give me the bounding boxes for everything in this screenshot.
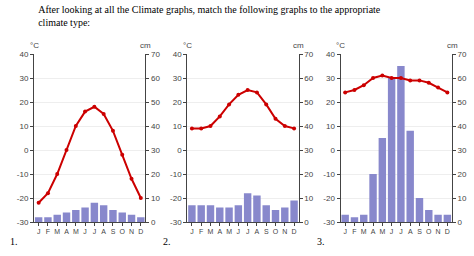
svg-text:J: J [190,228,194,235]
svg-text:0: 0 [151,218,156,227]
svg-text:A: A [255,228,260,235]
svg-text:A: A [371,228,376,235]
svg-text:A: A [217,228,222,235]
svg-text:-30: -30 [170,218,182,227]
svg-text:M: M [73,228,79,235]
svg-text:0: 0 [458,218,463,227]
svg-text:0: 0 [24,146,29,155]
svg-text:50: 50 [458,98,467,107]
svg-text:J: J [343,228,347,235]
svg-text:20: 20 [304,170,313,179]
svg-text:O: O [120,228,126,235]
svg-text:N: N [436,228,441,235]
svg-text:20: 20 [458,170,467,179]
svg-text:-10: -10 [323,170,335,179]
svg-text:-30: -30 [17,218,29,227]
svg-text:10: 10 [458,194,467,203]
svg-text:30: 30 [326,74,335,83]
svg-text:cm: cm [293,41,304,50]
svg-text:-10: -10 [170,170,182,179]
svg-text:N: N [282,228,287,235]
svg-text:-20: -20 [323,194,335,203]
svg-text:60: 60 [151,74,160,83]
svg-text:40: 40 [304,122,313,131]
svg-text:F: F [199,228,203,235]
svg-text:10: 10 [304,194,313,203]
svg-text:2.: 2. [163,236,171,247]
svg-text:M: M [226,228,232,235]
svg-text:40: 40 [458,122,467,131]
svg-text:D: D [138,228,143,235]
svg-text:°C: °C [336,41,345,50]
svg-text:20: 20 [19,98,28,107]
svg-text:20: 20 [173,98,182,107]
svg-text:40: 40 [151,122,160,131]
svg-text:O: O [426,228,432,235]
svg-text:M: M [208,228,214,235]
svg-text:1.: 1. [10,236,18,247]
svg-text:20: 20 [151,170,160,179]
svg-text:3.: 3. [317,236,325,247]
svg-text:50: 50 [151,98,160,107]
svg-text:J: J [83,228,87,235]
svg-text:-30: -30 [323,218,335,227]
svg-text:S: S [111,228,116,235]
svg-text:D: D [445,228,450,235]
svg-text:10: 10 [173,122,182,131]
svg-text:cm: cm [447,41,458,50]
svg-text:S: S [417,228,422,235]
svg-text:J: J [237,228,241,235]
svg-text:°C: °C [183,41,192,50]
svg-text:20: 20 [326,98,335,107]
svg-text:30: 30 [458,146,467,155]
svg-text:J: J [390,228,394,235]
svg-text:J: J [246,228,250,235]
svg-text:-10: -10 [17,170,29,179]
svg-text:40: 40 [326,50,335,59]
svg-text:70: 70 [151,50,160,59]
svg-text:J: J [399,228,403,235]
svg-text:A: A [408,228,413,235]
svg-text:A: A [64,228,69,235]
svg-text:10: 10 [151,194,160,203]
svg-text:M: M [379,228,385,235]
svg-text:After looking at all the Clima: After looking at all the Climate graphs,… [38,4,381,28]
svg-text:30: 30 [19,74,28,83]
svg-text:0: 0 [177,146,182,155]
svg-text:A: A [101,228,106,235]
svg-text:10: 10 [19,122,28,131]
svg-text:S: S [264,228,269,235]
svg-text:J: J [93,228,97,235]
svg-text:70: 70 [304,50,313,59]
svg-text:0: 0 [304,218,309,227]
svg-text:30: 30 [173,74,182,83]
svg-text:70: 70 [458,50,467,59]
svg-text:D: D [292,228,297,235]
svg-text:60: 60 [304,74,313,83]
svg-text:J: J [37,228,41,235]
svg-text:50: 50 [304,98,313,107]
svg-text:-20: -20 [17,194,29,203]
svg-text:40: 40 [173,50,182,59]
svg-text:F: F [46,228,50,235]
svg-text:40: 40 [19,50,28,59]
svg-text:60: 60 [458,74,467,83]
svg-text:F: F [352,228,356,235]
svg-text:0: 0 [330,146,335,155]
svg-text:O: O [273,228,279,235]
svg-text:°C: °C [30,41,39,50]
svg-text:M: M [361,228,367,235]
svg-text:30: 30 [304,146,313,155]
svg-text:10: 10 [326,122,335,131]
svg-text:N: N [129,228,134,235]
svg-text:30: 30 [151,146,160,155]
svg-text:M: M [54,228,60,235]
svg-text:cm: cm [140,41,151,50]
svg-text:-20: -20 [170,194,182,203]
